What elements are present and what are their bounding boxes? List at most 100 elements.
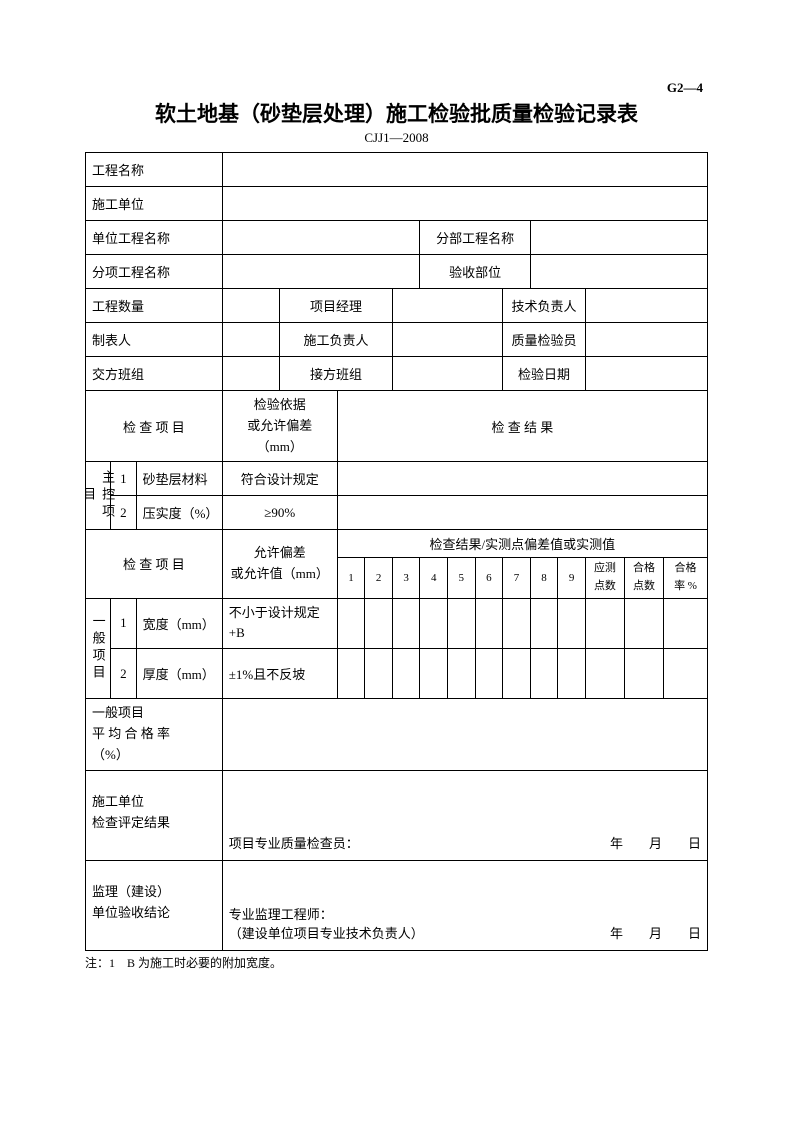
g-r-2-p: [624, 649, 663, 699]
label-subproject: 分部工程名称: [420, 221, 530, 255]
value-preparer: [222, 323, 279, 357]
supervision-result-label: 监理（建设）单位验收结论: [86, 860, 223, 950]
value-tech-lead: [585, 289, 707, 323]
g-r-1-9: [558, 598, 586, 649]
g-r-2-4: [420, 649, 448, 699]
value-handover-team: [222, 357, 279, 391]
value-acceptance-part: [530, 255, 707, 289]
g-name-2: 厚度（mm）: [136, 649, 222, 699]
col-result-title: 检查结果/实测点偏差值或实测值: [337, 530, 707, 558]
mc-result-1: [337, 462, 707, 496]
g-r-1-8: [530, 598, 558, 649]
section-header-row: 检 查 项 目 检验依据或允许偏差（mm） 检 查 结 果: [86, 391, 708, 462]
section-header-row-2: 检 查 项 目 允许偏差或允许值（mm） 检查结果/实测点偏差值或实测值: [86, 530, 708, 558]
g-r-2-1: [337, 649, 365, 699]
g-r-2-pr: [664, 649, 708, 699]
sig-inspector: 项目专业质量检查员：: [229, 833, 359, 852]
footnote: 注：1 B 为施工时必要的附加宽度。: [85, 954, 708, 971]
label-inspect-date: 检验日期: [503, 357, 586, 391]
value-site-lead: [392, 323, 502, 357]
g-r-2-8: [530, 649, 558, 699]
num-col-8: 8: [530, 558, 558, 598]
g-r-2-7: [503, 649, 531, 699]
date-ymd-2: 年 月 日: [610, 923, 701, 942]
table-row: 分项工程名称 验收部位: [86, 255, 708, 289]
construction-result-value: 项目专业质量检查员： 年 月 日: [222, 770, 707, 860]
label-construction-unit: 施工单位: [86, 187, 223, 221]
g-num-2: 2: [111, 649, 136, 699]
label-preparer: 制表人: [86, 323, 223, 357]
label-qc: 质量检验员: [503, 323, 586, 357]
col-result: 检 查 结 果: [337, 391, 707, 462]
g-num-1: 1: [111, 598, 136, 649]
label-handover-team: 交方班组: [86, 357, 223, 391]
col-pass: 合格点数: [624, 558, 663, 598]
g-r-1-3: [392, 598, 420, 649]
general-label: 一般项目: [86, 598, 111, 699]
g-r-1-pr: [664, 598, 708, 649]
page-code: G2—4: [85, 80, 708, 96]
construction-result-label: 施工单位检查评定结果: [86, 770, 223, 860]
num-col-4: 4: [420, 558, 448, 598]
supervision-result-value: 专业监理工程师： （建设单位项目专业技术负责人） 年 月 日: [222, 860, 707, 950]
label-acceptance-part: 验收部位: [420, 255, 530, 289]
label-pm: 项目经理: [280, 289, 393, 323]
sig-builder: （建设单位项目专业技术负责人）: [229, 923, 424, 942]
g-r-1-6: [475, 598, 503, 649]
num-col-9: 9: [558, 558, 586, 598]
num-col-5: 5: [448, 558, 476, 598]
mc-spec-1: 符合设计规定: [222, 462, 337, 496]
value-item-project: [222, 255, 420, 289]
col-basis: 检验依据或允许偏差（mm）: [222, 391, 337, 462]
value-project-name: [222, 153, 707, 187]
g-r-2-m: [585, 649, 624, 699]
table-row: 交方班组 接方班组 检验日期: [86, 357, 708, 391]
table-row: 施工单位: [86, 187, 708, 221]
col-allow: 允许偏差或允许值（mm）: [222, 530, 337, 598]
value-construction-unit: [222, 187, 707, 221]
label-site-lead: 施工负责人: [280, 323, 393, 357]
col-check-item-2: 检 查 项 目: [86, 530, 223, 598]
avg-pass-label: 一般项目平 均 合 格 率（%）: [86, 699, 223, 770]
label-receive-team: 接方班组: [280, 357, 393, 391]
g-spec-2: ±1%且不反坡: [222, 649, 337, 699]
g-r-2-3: [392, 649, 420, 699]
g-r-1-1: [337, 598, 365, 649]
table-row: 制表人 施工负责人 质量检验员: [86, 323, 708, 357]
num-col-7: 7: [503, 558, 531, 598]
mc-spec-2: ≥90%: [222, 496, 337, 530]
table-row: 工程名称: [86, 153, 708, 187]
table-row: 单位工程名称 分部工程名称: [86, 221, 708, 255]
label-tech-lead: 技术负责人: [503, 289, 586, 323]
table-row: 监理（建设）单位验收结论 专业监理工程师： （建设单位项目专业技术负责人） 年 …: [86, 860, 708, 950]
num-col-6: 6: [475, 558, 503, 598]
g-r-2-5: [448, 649, 476, 699]
mc-name-2: 压实度（%）: [136, 496, 222, 530]
g-r-2-2: [365, 649, 393, 699]
table-row: 工程数量 项目经理 技术负责人: [86, 289, 708, 323]
mc-result-2: [337, 496, 707, 530]
g-r-2-6: [475, 649, 503, 699]
g-spec-1: 不小于设计规定+B: [222, 598, 337, 649]
table-row: 2 压实度（%） ≥90%: [86, 496, 708, 530]
g-r-1-p: [624, 598, 663, 649]
col-measured: 应测点数: [585, 558, 624, 598]
value-inspect-date: [585, 357, 707, 391]
label-project-name: 工程名称: [86, 153, 223, 187]
table-row: 施工单位检查评定结果 项目专业质量检查员： 年 月 日: [86, 770, 708, 860]
table-row: 2 厚度（mm） ±1%且不反坡: [86, 649, 708, 699]
sig-supervisor: 专业监理工程师：: [229, 904, 424, 923]
date-ymd-1: 年 月 日: [610, 833, 701, 852]
label-item-project: 分项工程名称: [86, 255, 223, 289]
col-passrate: 合格率 %: [664, 558, 708, 598]
num-col-1: 1: [337, 558, 365, 598]
g-name-1: 宽度（mm）: [136, 598, 222, 649]
col-check-item: 检 查 项 目: [86, 391, 223, 462]
avg-pass-value: [222, 699, 707, 770]
table-row: 一般项目平 均 合 格 率（%）: [86, 699, 708, 770]
g-r-2-9: [558, 649, 586, 699]
main-control-label: 主控项目: [86, 462, 111, 530]
value-receive-team: [392, 357, 502, 391]
g-r-1-5: [448, 598, 476, 649]
page-subtitle: CJJ1—2008: [85, 130, 708, 146]
